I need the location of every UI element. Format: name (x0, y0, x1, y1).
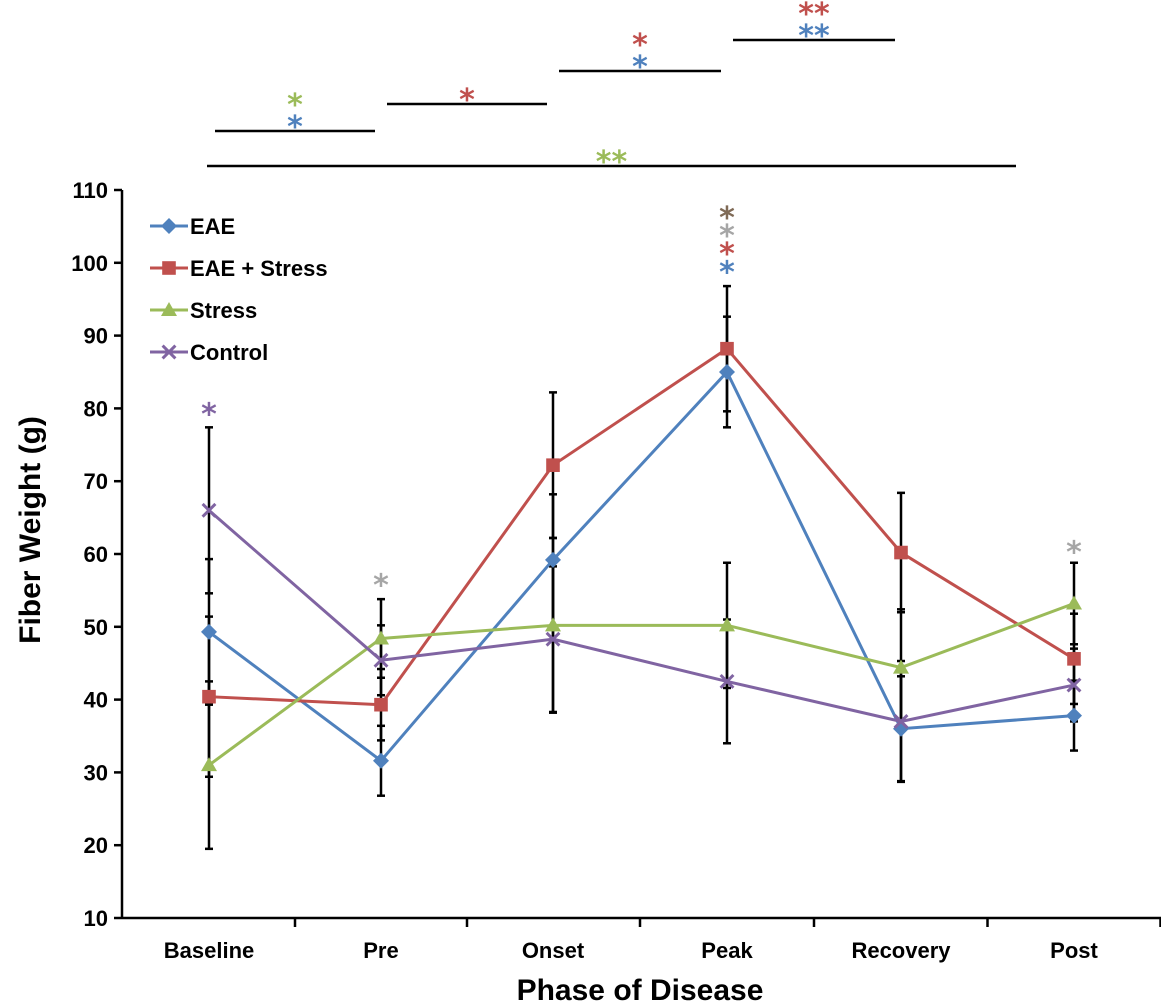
legend-label-eae: EAE (190, 214, 235, 239)
legend-marker-stress (161, 302, 177, 316)
annotation-star-peak-3: * (719, 237, 735, 272)
error-bars (205, 284, 1078, 851)
legend-label-eae-stress: EAE + Stress (190, 256, 328, 281)
legend-item-eae-stress: EAE + Stress (150, 256, 328, 281)
y-tick-label-70: 70 (84, 469, 108, 494)
bracket-baseline-pre: ** (215, 88, 375, 145)
bracket-star-0-1: * (287, 110, 303, 145)
series-line-control (208, 509, 1075, 723)
x-tick-label-baseline: Baseline (164, 938, 255, 963)
annotation-star-pre-1: * (373, 568, 389, 603)
series-line-eae-stress (208, 346, 1075, 707)
marker-control-baseline (201, 502, 217, 518)
legend-marker-eae (161, 218, 177, 234)
series-line-stress (208, 602, 1075, 767)
bracket-baseline-post: ** (207, 145, 1016, 180)
series-line-eae (208, 369, 1075, 763)
marker-eae-baseline (201, 623, 217, 640)
marker-control-onset (545, 631, 561, 647)
x-ticks: Baseline Pre Onset Peak Recovery Post (164, 918, 1161, 963)
y-axis-title: Fiber Weight (g) (14, 416, 47, 644)
x-tick-label-recovery: Recovery (851, 938, 951, 963)
marker-control-pre (373, 652, 389, 668)
y-tick-label-50: 50 (84, 615, 108, 640)
y-tick-label-40: 40 (84, 688, 108, 713)
significance-brackets: *********** (207, 0, 1016, 180)
bracket-star-2-0: * (632, 28, 648, 63)
marker-stress-peak (719, 617, 735, 632)
y-tick-label-100: 100 (71, 251, 108, 276)
bracket-star-0-0: * (287, 88, 303, 123)
annotations: ******* (201, 201, 1082, 604)
legend-label-stress: Stress (190, 298, 257, 323)
marker-control-peak (719, 673, 735, 689)
marker-eae-peak (719, 364, 735, 380)
marker-eae-pre (373, 752, 389, 769)
bracket-star-2-1: * (632, 50, 648, 85)
x-axis-title: Phase of Disease (517, 974, 764, 1007)
marker-stress-pre (373, 630, 389, 645)
x-tick-label-post: Post (1050, 938, 1098, 963)
legend-item-control: Control (150, 340, 268, 365)
marker-eae-stress-post (1067, 652, 1081, 666)
bracket-peak-recovery: **** (733, 0, 895, 54)
marker-control-post (1066, 677, 1082, 693)
annotation-star-peak-4: * (719, 219, 735, 254)
marker-stress-onset (545, 617, 561, 632)
x-tick-label-onset: Onset (522, 938, 585, 963)
legend-item-stress: Stress (150, 298, 257, 323)
y-tick-label-10: 10 (84, 906, 108, 931)
series-lines (208, 346, 1075, 767)
bracket-pre-onset: * (387, 83, 547, 118)
annotation-star-post-6: * (1066, 536, 1082, 571)
annotation-star-baseline-0: * (201, 397, 217, 432)
bracket-onset-peak: ** (559, 28, 721, 85)
marker-stress-recovery (893, 659, 909, 674)
y-tick-label-20: 20 (84, 833, 108, 858)
y-tick-label-90: 90 (84, 324, 108, 349)
annotation-star-peak-2: * (719, 255, 735, 290)
y-tick-label-60: 60 (84, 542, 108, 567)
y-tick-label-110: 110 (73, 178, 109, 203)
bracket-star-3-0: ** (798, 0, 830, 32)
y-tick-label-80: 80 (84, 396, 108, 421)
marker-stress-baseline (201, 757, 217, 772)
x-tick-label-pre: Pre (363, 938, 398, 963)
y-ticks: 10 20 30 40 50 60 70 80 90 100 110 (71, 178, 122, 931)
legend-item-eae: EAE (150, 214, 235, 239)
marker-eae-post (1066, 707, 1082, 724)
marker-control-recovery (893, 713, 909, 729)
marker-eae-stress-baseline (202, 689, 216, 704)
marker-eae-stress-recovery (894, 545, 908, 560)
bracket-star-4-0: ** (596, 145, 628, 180)
bracket-star-3-1: ** (798, 19, 830, 54)
marker-eae-stress-onset (546, 458, 560, 472)
marker-eae-stress-pre (374, 697, 388, 712)
marker-stress-post (1066, 595, 1082, 610)
marker-eae-onset (545, 551, 561, 568)
series-markers (201, 341, 1082, 772)
legend: EAE EAE + Stress Stress Control (150, 214, 328, 365)
y-tick-label-30: 30 (84, 760, 108, 785)
legend-marker-control (161, 344, 177, 360)
bracket-star-1-0: * (459, 83, 475, 118)
x-tick-label-peak: Peak (701, 938, 753, 963)
axes (120, 190, 1161, 920)
legend-label-control: Control (190, 340, 268, 365)
legend-marker-eae-stress (162, 261, 176, 275)
marker-eae-stress-peak (720, 341, 734, 356)
annotation-star-peak-5: * (719, 201, 735, 236)
